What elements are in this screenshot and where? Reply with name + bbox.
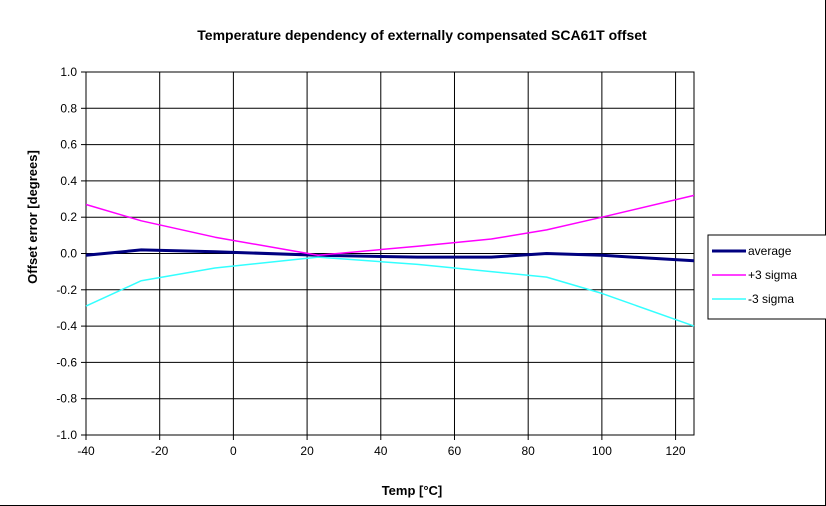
series-line-average [85,248,695,263]
y-tick-label: 1.0 [60,65,77,79]
y-tick-label: 0.2 [60,210,77,224]
x-axis-label: Temp [°C] [382,483,443,498]
x-tick-label: 40 [374,444,388,458]
x-tick-label: 80 [522,444,536,458]
y-tick-label: -0.8 [56,392,77,406]
series-line-3-sigma [85,256,695,327]
legend-label: average [748,244,792,258]
y-tick-label: 0.6 [60,138,77,152]
x-tick-label: 120 [666,444,686,458]
y-tick-label: -1.0 [56,428,77,442]
x-tick-label: 60 [448,444,462,458]
x-tick-label: -40 [77,444,95,458]
legend-label: +3 sigma [748,268,797,282]
chart-title: Temperature dependency of externally com… [197,27,647,43]
y-tick-label: -0.2 [56,283,77,297]
x-tick-label: 0 [230,444,237,458]
plot-area: -40 -20 0 20 40 60 80 100 120 -1.0 -0.8 -0.6 -0.4 -0.… [56,65,695,458]
y-tick-label: 0.4 [60,174,77,188]
y-tick-label: 0.0 [60,247,77,261]
legend: average +3 sigma -3 sigma [707,234,826,320]
legend-box [707,234,826,320]
y-axis-label: Offset error [degrees] [25,150,40,284]
y-tick-label: -0.4 [56,319,77,333]
y-tick-label: 0.8 [60,101,77,115]
y-tick-label: -0.6 [56,355,77,369]
x-tick-label: 20 [300,444,314,458]
x-tick-label: 100 [592,444,612,458]
legend-label: -3 sigma [748,292,794,306]
x-tick-label: -20 [151,444,169,458]
series-line-3-sigma [85,194,695,257]
